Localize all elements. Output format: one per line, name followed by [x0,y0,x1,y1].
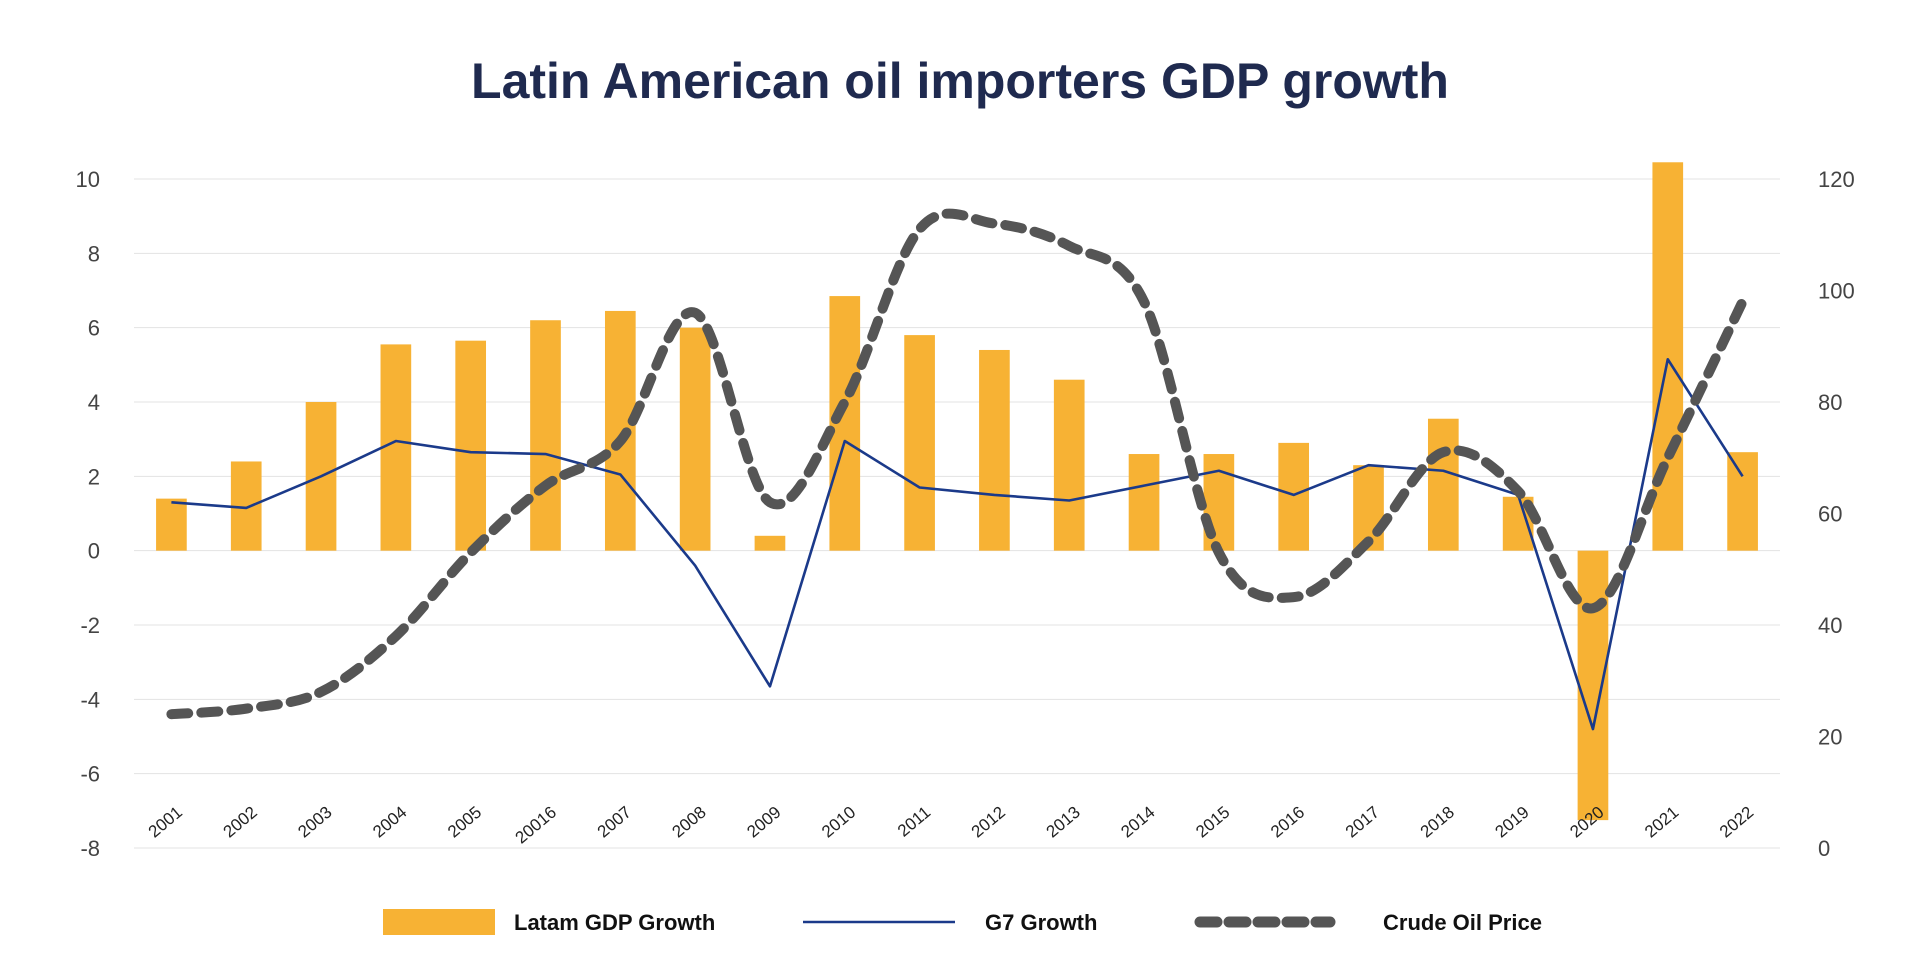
bar-2008 [679,327,711,551]
left-axis-tick: 6 [88,316,100,341]
x-tick-label: 2019 [1492,803,1533,842]
right-axis-tick: 0 [1818,836,1830,861]
x-tick-label: 20016 [512,803,560,848]
bar-2011 [904,335,935,551]
right-axis-tick: 60 [1818,502,1842,527]
legend-label: Crude Oil Price [1383,910,1542,935]
latam-gdp-bars [156,162,1758,821]
legend-swatch-bar [383,909,495,935]
right-axis-tick: 120 [1818,167,1855,192]
chart-title: Latin American oil importers GDP growth [471,53,1449,109]
right-axis-ticks: 120 100 80 60 40 20 0 [1818,167,1855,861]
bar-2018 [1427,418,1459,551]
right-axis-tick: 100 [1818,279,1855,304]
bar-2004 [380,344,412,551]
bar-2012 [979,349,1010,551]
left-axis-tick: 10 [76,167,100,192]
bar-2014 [1128,454,1160,551]
x-tick-label: 2007 [594,803,635,842]
left-axis-tick: 8 [88,241,100,266]
legend-item-oil: Crude Oil Price [1194,910,1542,935]
x-tick-label: 2017 [1342,803,1383,842]
x-tick-label: 2003 [294,803,335,842]
legend-label: G7 Growth [985,910,1097,935]
x-tick-label: 2015 [1192,803,1233,842]
bar-2022 [1727,452,1758,551]
bar-2020 [1577,550,1609,821]
x-tick-label: 2021 [1641,803,1682,842]
x-tick-label: 2013 [1043,803,1084,842]
x-tick-label: 2008 [669,803,710,842]
x-tick-label: 2004 [369,803,410,842]
left-axis-tick: -6 [80,762,100,787]
left-axis-tick: -8 [80,836,100,861]
x-tick-label: 2014 [1117,803,1158,842]
g7-growth-line [171,357,1744,731]
bar-2013 [1053,379,1085,551]
left-axis-tick: 4 [88,390,100,415]
legend-item-latam: Latam GDP Growth [383,909,715,935]
grid-lines [134,178,1780,849]
right-axis-tick: 80 [1818,390,1842,415]
x-tick-label: 2016 [1267,803,1308,842]
left-axis-ticks: 10 8 6 4 2 0 -2 -4 -6 -8 [76,167,100,861]
x-tick-label: 2005 [444,803,485,842]
x-tick-label: 2010 [818,803,859,842]
x-tick-label: 2002 [220,803,261,842]
left-axis-tick: -4 [80,687,100,712]
crude-oil-series [166,208,1748,720]
bar-2016 [1278,442,1310,551]
right-axis-tick: 40 [1818,613,1842,638]
x-tick-label: 2009 [743,803,784,842]
bar-20016 [530,320,561,551]
left-axis-tick: 0 [88,539,100,564]
left-axis-tick: -2 [80,613,100,638]
legend: Latam GDP Growth G7 Growth Crude Oil Price [383,909,1542,935]
x-tick-label: 2018 [1417,803,1458,842]
legend-label: Latam GDP Growth [514,910,715,935]
crude-oil-line [166,208,1748,720]
x-axis-ticks: 2001 2002 2003 2004 2005 20016 2007 2008 2009 201… [145,803,1757,848]
left-axis-tick: 2 [88,464,100,489]
x-tick-label: 2012 [968,803,1009,842]
x-tick-label: 2001 [145,803,186,842]
bar-2005 [455,340,487,551]
legend-item-g7: G7 Growth [803,910,1097,935]
x-tick-label: 2022 [1716,803,1757,842]
bar-2009 [754,535,786,551]
bar-2001 [156,498,187,551]
x-tick-label: 2011 [894,803,934,841]
right-axis-tick: 20 [1818,725,1842,750]
